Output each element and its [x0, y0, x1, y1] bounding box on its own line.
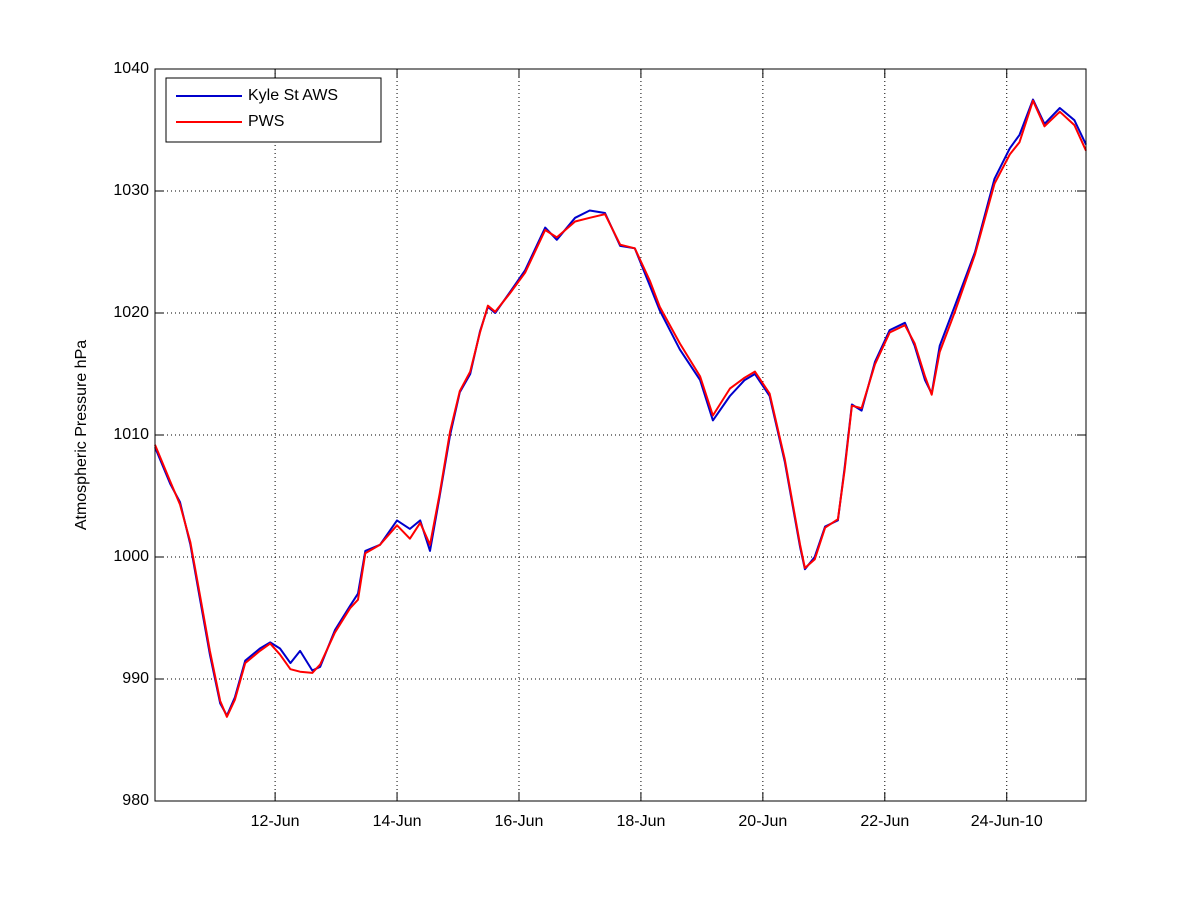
y-tick-label: 1040 [113, 60, 149, 77]
legend-label: PWS [248, 113, 284, 130]
legend-box [165, 77, 382, 143]
x-tick-label: 22-Jun [860, 813, 909, 830]
plot-area [155, 69, 1086, 801]
y-tick-label: 1020 [113, 304, 149, 321]
y-axis-label: Atmospheric Pressure hPa [73, 340, 90, 530]
x-tick-label: 12-Jun [251, 813, 300, 830]
y-tick-label: 980 [122, 792, 149, 809]
y-tick-label: 990 [122, 670, 149, 687]
x-tick-label: 18-Jun [616, 813, 665, 830]
y-tick-label: 1010 [113, 426, 149, 443]
x-tick-label: 14-Jun [373, 813, 422, 830]
y-tick-label: 1000 [113, 548, 149, 565]
axes-box [154, 68, 1087, 802]
x-tick-label: 20-Jun [738, 813, 787, 830]
data-line [154, 99, 1087, 718]
y-tick-label: 1030 [113, 182, 149, 199]
legend-label: Kyle St AWS [248, 87, 338, 104]
x-tick-label: 24-Jun-10 [971, 813, 1043, 830]
x-tick-label: 16-Jun [495, 813, 544, 830]
